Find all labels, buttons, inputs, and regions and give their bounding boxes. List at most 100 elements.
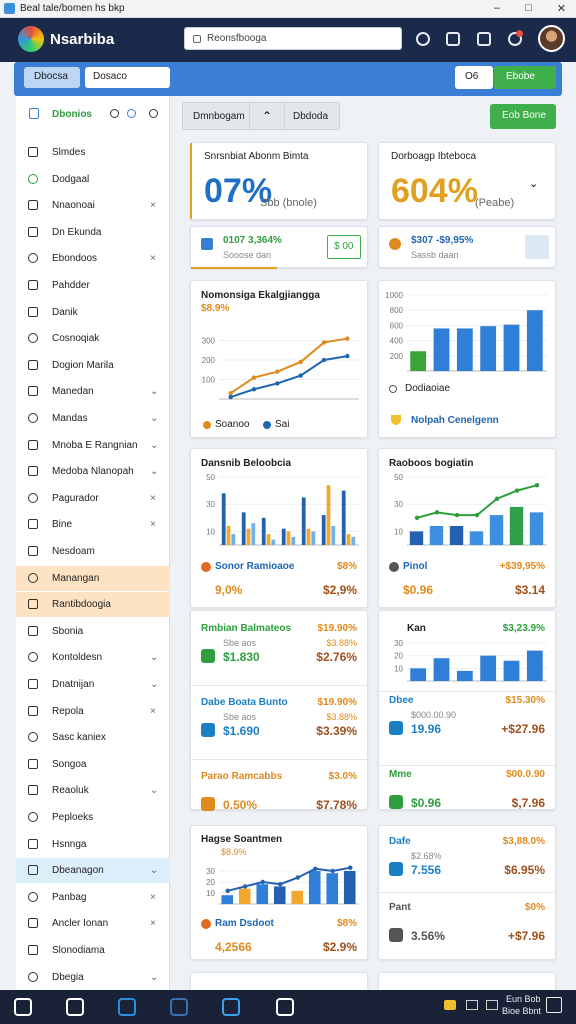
toolbar-button[interactable]: Dbocsa [24, 67, 80, 88]
avatar[interactable] [538, 25, 565, 52]
toolbar-button-label[interactable]: Dosaco [93, 71, 127, 82]
sidebar-tool[interactable] [127, 109, 136, 118]
sidebar-item-label[interactable]: Slonodiama [52, 945, 105, 956]
sidebar-item-label[interactable]: Peploeks [52, 812, 94, 823]
sidebar-item-label[interactable]: Manangan [52, 572, 100, 584]
sidebar-tool[interactable] [149, 109, 158, 118]
sidebar-item-label[interactable]: Dn Ekunda [52, 226, 102, 238]
sidebar-item-label[interactable]: Dnatnijan [52, 679, 95, 690]
sidebar-item[interactable]: Songoa [16, 752, 170, 777]
sidebar-item-label[interactable]: Repola [52, 705, 84, 717]
notification-icon[interactable] [508, 32, 522, 46]
toolbar-button[interactable]: Ebobe [494, 66, 556, 89]
sidebar-item[interactable]: Dogion Marila [16, 353, 170, 378]
sidebar-item-label[interactable]: Manedan [52, 386, 94, 398]
sidebar-item[interactable]: Slonodiama [16, 938, 170, 963]
sidebar-item-label[interactable]: Pahdder [52, 280, 90, 291]
sidebar-item-label[interactable]: Sbonia [52, 625, 84, 637]
header-icon[interactable] [416, 32, 430, 46]
sidebar-item-label[interactable]: Reaoluk [52, 785, 89, 797]
sidebar-item[interactable]: Reaoluk ⌄ [16, 778, 170, 803]
sidebar-item-label[interactable]: Dbeanagon [52, 865, 104, 877]
sidebar-item-label[interactable]: Slmdes [52, 147, 86, 158]
close[interactable]: ✕ [556, 3, 566, 15]
sidebar-item[interactable]: Slmdes [16, 140, 170, 165]
taskbar-icon[interactable] [118, 998, 136, 1016]
sidebar-item-label[interactable]: Nnaonoai [52, 200, 95, 212]
sidebar-item[interactable]: Cosnoqiak [16, 326, 170, 351]
maximize[interactable]: □ [525, 2, 532, 14]
sidebar-item[interactable]: Dn Ekunda [16, 220, 170, 245]
header-icon[interactable] [446, 32, 460, 46]
sidebar-item-label[interactable]: Medoba Nlanopah [52, 466, 134, 478]
sidebar-tool[interactable] [110, 109, 119, 118]
taskbar-icon[interactable] [222, 998, 240, 1016]
mini-button-label[interactable]: $ 00 [334, 241, 354, 252]
sidebar-item-label[interactable]: Bine [52, 519, 73, 531]
sidebar-item-label[interactable]: Mnoba E Rangnian [52, 439, 138, 451]
tab-divider[interactable]: ⌃ [249, 103, 285, 129]
sidebar-item[interactable]: Kontoldesn ⌄ [16, 645, 170, 670]
sidebar-item[interactable]: Dbegia ⌄ [16, 965, 170, 990]
notification-center[interactable] [546, 997, 562, 1013]
sidebar-item[interactable]: Manangan [16, 565, 170, 591]
sidebar-item-label[interactable]: Rantibdoogia [52, 599, 111, 611]
action-button[interactable]: Eob Bone [490, 104, 556, 129]
sidebar-item[interactable]: Nesdoam [16, 539, 170, 564]
toolbar-button[interactable]: O6 [455, 66, 493, 89]
sidebar-item[interactable]: Sasc kaniex [16, 725, 170, 750]
sidebar-item[interactable]: Pagurador × [16, 486, 170, 511]
sidebar-item[interactable]: Peploeks [16, 805, 170, 830]
sidebar-item[interactable]: Mandas ⌄ [16, 406, 170, 431]
sidebar-item-label[interactable]: Sasc kaniex [52, 732, 106, 744]
search-text[interactable]: Reonsfbooga [207, 33, 267, 44]
toolbar-button-label[interactable]: O6 [465, 71, 479, 82]
taskbar-icon[interactable] [66, 998, 84, 1016]
sidebar-item-label[interactable]: Dbegia [52, 971, 84, 983]
taskbar-icon[interactable] [170, 998, 188, 1016]
sidebar-item-label[interactable]: Dodgaal [52, 173, 90, 185]
sidebar-item-label[interactable]: Panbag [52, 891, 87, 903]
sidebar-item-label[interactable]: Mandas [52, 413, 88, 424]
sidebar-item-label[interactable]: Nesdoam [52, 546, 95, 557]
sidebar-item[interactable]: Panbag × [16, 885, 170, 910]
toolbar-button-label[interactable]: Ebobe [506, 71, 535, 82]
action-label[interactable]: Eob Bone [502, 110, 546, 121]
sidebar-item[interactable]: Dnatnijan ⌄ [16, 672, 170, 697]
sidebar-item[interactable]: Mnoba E Rangnian ⌄ [16, 433, 170, 458]
sidebar-item[interactable]: Dbeanagon ⌄ [16, 858, 170, 884]
sidebar-item[interactable]: Sbonia [16, 619, 170, 644]
sidebar-item-label[interactable]: Hsnnga [52, 838, 87, 850]
toolbar-button[interactable]: Dosaco [85, 67, 170, 88]
tab[interactable]: Dmnbogam [193, 111, 245, 122]
sidebar-item-label[interactable]: Cosnoqiak [52, 333, 100, 345]
minimize[interactable]: – [494, 2, 501, 14]
taskbar-icon[interactable] [276, 998, 294, 1016]
sidebar-item[interactable]: Manedan ⌄ [16, 379, 170, 404]
header-icon[interactable] [477, 32, 491, 46]
sidebar-item-label[interactable]: Songoa [52, 758, 87, 770]
sidebar-item[interactable]: Bine × [16, 512, 170, 537]
search-box[interactable]: Reonsfbooga [184, 27, 402, 50]
sidebar-item[interactable]: Ancler Ionan × [16, 911, 170, 936]
tab[interactable]: Dbdoda [293, 111, 329, 122]
sidebar-item[interactable]: Hsnnga [16, 832, 170, 857]
sidebar-item[interactable]: Dodgaal [16, 167, 170, 192]
sidebar-item[interactable]: Rantibdoogia [16, 592, 170, 618]
sidebar-item[interactable]: Ebondoos × [16, 246, 170, 271]
mini-button[interactable] [525, 235, 549, 259]
sidebar-item[interactable]: Pahdder [16, 273, 170, 298]
sidebar-item[interactable]: Repola × [16, 699, 170, 724]
sidebar-item[interactable]: Medoba Nlanopah ⌄ [16, 459, 170, 484]
sidebar-item-label[interactable]: Danik [52, 306, 78, 318]
sidebar-item-label[interactable]: Kontoldesn [52, 652, 103, 664]
sidebar-item[interactable]: Nnaonoai × [16, 193, 170, 218]
sidebar-item-label[interactable]: Ancler Ionan [52, 918, 109, 930]
toolbar-button-label[interactable]: Dbocsa [34, 71, 68, 82]
taskbar-icon[interactable] [14, 998, 32, 1016]
sidebar-item-label[interactable]: Pagurador [52, 492, 99, 504]
mini-button[interactable]: $ 00 [327, 235, 361, 259]
sidebar-item[interactable]: Danik [16, 300, 170, 325]
sidebar-item-label[interactable]: Ebondoos [52, 253, 98, 265]
sidebar-item-label[interactable]: Dogion Marila [52, 359, 114, 371]
